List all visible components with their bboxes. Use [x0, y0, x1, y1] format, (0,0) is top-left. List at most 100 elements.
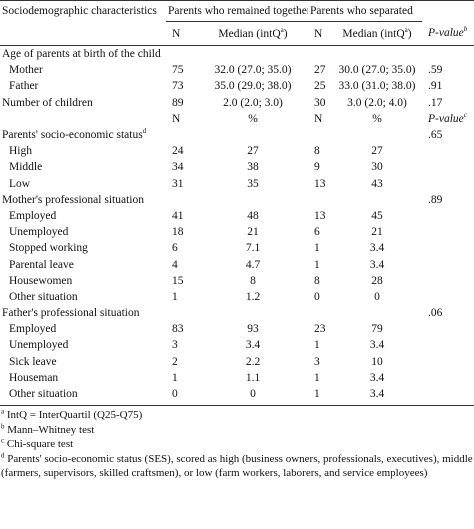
cell-text: 4 [172, 258, 178, 271]
cell-text: 23 [314, 323, 326, 336]
cell-text: 1 [314, 388, 320, 401]
cell: 32.0 (27.0; 35.0) [198, 62, 308, 78]
cell: Unemployed [0, 337, 166, 353]
table-body: Sociodemographic characteristics Parents … [0, 0, 474, 403]
cell-text: 31 [172, 177, 184, 190]
cell: .06 [422, 305, 474, 321]
cell: Father's professional situation [0, 305, 166, 321]
cell-text: 28 [371, 274, 383, 287]
cell [422, 208, 474, 224]
cell-text: Number of children [2, 96, 93, 109]
data-row: Low 31 35 13 43 [0, 176, 474, 192]
footnote-text: Chi-square test [6, 438, 74, 451]
cell: 3.4 [332, 370, 422, 386]
cell: 10 [332, 354, 422, 370]
cell-text: 1 [314, 339, 320, 352]
cell-text: 30.0 (27.0; 35.0) [338, 64, 416, 77]
cell-text: Sociodemographic characteristics [2, 5, 157, 18]
footnote: d Parents' socio-economic status (SES), … [0, 451, 474, 481]
cell: 8 [198, 273, 308, 289]
cell: Houseman [0, 370, 166, 386]
cell: 13 [308, 176, 332, 192]
cell [422, 46, 474, 63]
cell: 1 [166, 370, 198, 386]
cell [422, 289, 474, 305]
header-cell: P-valueb [422, 21, 474, 46]
cell-text: 9 [314, 161, 320, 174]
cell: 3.4 [332, 240, 422, 256]
cell-text: Parents who remained together [168, 5, 308, 17]
cell-text: 83 [172, 323, 184, 336]
cell: 43 [332, 176, 422, 192]
cell: 24 [166, 143, 198, 159]
cell-text: 75 [172, 64, 184, 77]
cell-text: .91 [428, 80, 443, 93]
cell-text: 0 [374, 290, 380, 303]
cell-text: 30 [371, 161, 383, 174]
cell: Housewomen [0, 273, 166, 289]
footnote-text: Parents' socio-economic status (SES), sc… [1, 452, 473, 480]
cell-text: 2.2 [245, 355, 261, 368]
cell-text: 13 [314, 177, 326, 190]
cell: Sick leave [0, 354, 166, 370]
cell: Other situation [0, 386, 166, 402]
superscript: c [1, 436, 5, 445]
cell-text: 13 [314, 209, 326, 222]
cell: 3.0 (2.0; 4.0) [332, 95, 422, 111]
cell: Other situation [0, 289, 166, 305]
cell [422, 321, 474, 337]
cell: 83 [166, 321, 198, 337]
footnote-text: Mann–Whitney test [7, 423, 95, 436]
cell-text: 2.0 (2.0; 3.0) [223, 96, 283, 109]
cell: Stopped working [0, 240, 166, 256]
cell [422, 386, 474, 402]
cell: Mother's professional situation [0, 192, 166, 208]
cell: P-valuec [422, 111, 474, 127]
cell: 1 [308, 370, 332, 386]
header-cell: Median (intQa) [198, 21, 308, 46]
superscript: c [463, 111, 467, 120]
cell-text: Unemployed [9, 339, 69, 352]
group-row: Age of parents at birth of the child [0, 46, 474, 63]
cell: 1 [308, 386, 332, 402]
cell-text: Mother [9, 64, 43, 77]
cell-text: 1.2 [245, 290, 261, 303]
cell-text: 43 [371, 177, 383, 190]
group-row: Number of children 89 2.0 (2.0; 3.0) 30 3.0 … [0, 95, 474, 111]
cell [166, 305, 198, 321]
cell: % [198, 111, 308, 127]
cell-text: 21 [247, 226, 259, 239]
group-row: N% N% P-valuec [0, 111, 474, 127]
header-cell: Sociodemographic characteristics [0, 0, 166, 22]
cell-text: 0 [314, 290, 320, 303]
cell-text: 3.4 [369, 242, 385, 255]
cell-text: Sick leave [9, 355, 57, 368]
cell: Father [0, 78, 166, 94]
cell: 2 [166, 354, 198, 370]
cell: 25 [308, 78, 332, 94]
cell: 2.2 [198, 354, 308, 370]
cell: 0 [332, 289, 422, 305]
cell-text: 30 [314, 96, 326, 109]
cell-text: Middle [9, 161, 43, 174]
cell: 8 [308, 273, 332, 289]
cell: 1.1 [198, 370, 308, 386]
superscript: d [142, 127, 147, 136]
cell: .91 [422, 78, 474, 94]
cell-text: 35 [247, 177, 259, 190]
cell-text: 32.0 (27.0; 35.0) [214, 64, 292, 77]
cell [422, 176, 474, 192]
data-row: Parental leave 4 4.7 1 3.4 [0, 256, 474, 272]
footnotes: a IntQ = InterQuartil (Q25-Q75) b Mann–Wh… [0, 405, 474, 481]
cell: 75 [166, 62, 198, 78]
cell-text: ) [283, 27, 288, 40]
cell: 30 [332, 159, 422, 175]
cell-text: 27 [371, 145, 383, 158]
cell: 48 [198, 208, 308, 224]
cell-text: .59 [428, 64, 443, 77]
cell: 30 [308, 95, 332, 111]
header-row: Sociodemographic characteristics Parents … [0, 0, 474, 22]
cell-text: Median (intQ [218, 27, 281, 40]
cell [308, 192, 332, 208]
cell-text: Parents' socio-economic status [2, 129, 143, 142]
